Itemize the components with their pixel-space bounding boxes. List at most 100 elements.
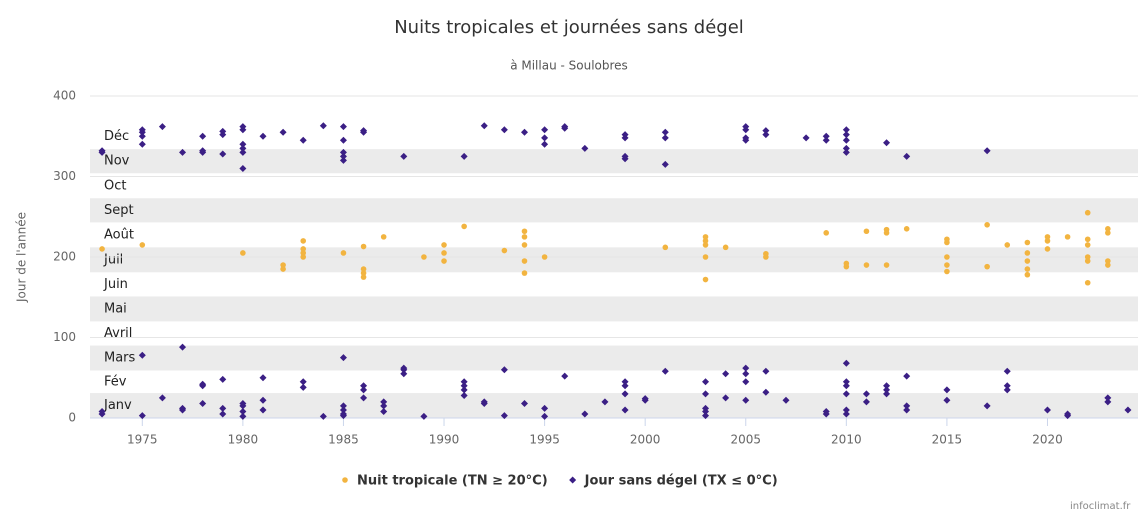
point (520, 128, 528, 136)
point (944, 262, 950, 268)
point (360, 386, 368, 394)
point (763, 250, 769, 257)
x-tick-label: 1975 (127, 433, 158, 447)
point (762, 131, 770, 139)
point (1105, 262, 1111, 268)
point (299, 136, 307, 144)
point (1044, 238, 1051, 244)
point (1003, 367, 1011, 375)
point (400, 152, 408, 160)
legend-label: Nuit tropicale (TN ≥ 20°C) (357, 474, 548, 489)
x-tick-label: 1980 (228, 433, 259, 447)
point (984, 222, 990, 228)
point (943, 386, 951, 394)
point (742, 364, 750, 372)
point (158, 394, 166, 402)
point (702, 378, 710, 386)
x-tick-label: 2005 (730, 433, 761, 447)
point (1084, 242, 1091, 248)
point (661, 160, 669, 168)
point (782, 396, 790, 404)
point (984, 263, 990, 270)
legend-label: Jour sans dégel (TX ≤ 0°C) (584, 474, 778, 489)
point (179, 404, 187, 412)
point (360, 274, 367, 280)
point (360, 382, 368, 390)
point (661, 134, 669, 142)
month-band (90, 247, 1138, 273)
point (883, 262, 890, 268)
point (239, 144, 247, 152)
point (339, 136, 347, 144)
point (983, 402, 991, 410)
point (460, 391, 468, 399)
point (158, 123, 166, 131)
point (842, 359, 850, 367)
point (823, 230, 830, 236)
point (722, 394, 730, 402)
point (903, 402, 911, 410)
point (138, 126, 146, 134)
point (863, 262, 870, 268)
point (661, 367, 669, 375)
point (762, 388, 770, 396)
point (139, 242, 146, 248)
point (843, 260, 850, 267)
point (219, 375, 227, 383)
point (420, 412, 428, 420)
point (239, 123, 247, 131)
x-tick-label: 1985 (328, 433, 359, 447)
point (199, 380, 207, 388)
x-tick-label: 2015 (932, 433, 963, 447)
point (702, 238, 709, 244)
point (541, 126, 549, 134)
point (943, 396, 951, 404)
point (460, 386, 468, 394)
point (1024, 266, 1031, 272)
point (240, 250, 246, 256)
point (299, 383, 307, 391)
point (300, 250, 307, 256)
x-tick-label: 2020 (1032, 433, 1063, 447)
month-label: Sept (104, 203, 134, 218)
y-tick-label: 300 (53, 169, 76, 183)
month-label: Fév (104, 374, 127, 389)
point (339, 354, 347, 362)
point (521, 242, 528, 248)
legend-marker (342, 477, 348, 483)
point (360, 243, 367, 250)
point (300, 254, 307, 260)
y-axis-label: Jour de l'année (15, 212, 29, 303)
point (702, 390, 710, 398)
point (1004, 242, 1011, 248)
point (842, 382, 850, 390)
point (1024, 239, 1031, 246)
point (1105, 258, 1111, 264)
point (441, 258, 447, 264)
point (300, 238, 307, 244)
point (138, 412, 146, 420)
point (842, 378, 850, 386)
point (842, 131, 850, 139)
point (441, 250, 447, 256)
y-tick-label: 400 (53, 89, 76, 103)
point (421, 254, 427, 260)
point (862, 398, 870, 406)
y-tick-label: 200 (53, 250, 76, 264)
point (400, 370, 408, 378)
point (661, 128, 669, 136)
point (883, 386, 891, 394)
point (842, 390, 850, 398)
point (883, 139, 891, 147)
point (480, 398, 488, 406)
point (1024, 271, 1031, 278)
point (883, 226, 890, 233)
point (863, 228, 870, 235)
point (380, 234, 387, 240)
point (742, 134, 750, 142)
point (339, 410, 347, 418)
point (501, 247, 508, 254)
point (219, 410, 227, 418)
point (98, 408, 106, 416)
point (299, 378, 307, 386)
